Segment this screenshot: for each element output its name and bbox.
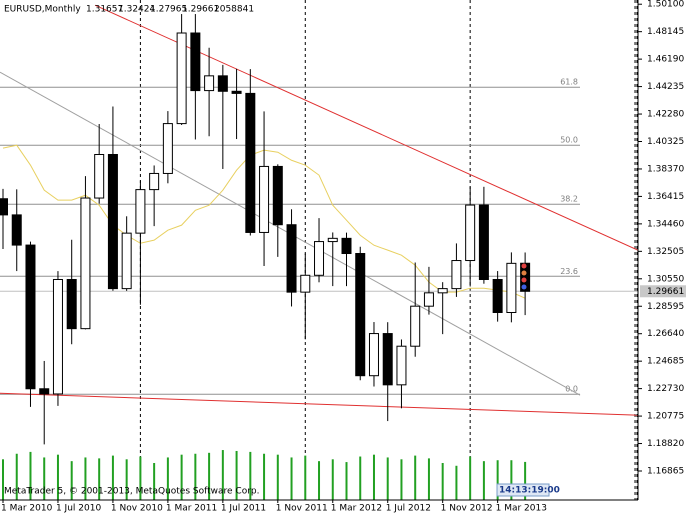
header-close: 1.29661 xyxy=(182,5,219,15)
header-volume: 2058841 xyxy=(214,5,254,15)
fib-icon-dot xyxy=(521,263,527,269)
candle-body xyxy=(259,165,270,233)
candle-body xyxy=(176,32,187,125)
candle-body xyxy=(410,305,421,347)
current-price-box xyxy=(640,285,686,298)
symbol: EURUSD,Monthly xyxy=(4,5,81,15)
candle-body xyxy=(314,241,325,276)
candle-body xyxy=(492,278,503,314)
candle-body xyxy=(52,278,63,395)
header-high: 1.32424 xyxy=(118,5,155,15)
x-tick-label: 1 Mar 2012 xyxy=(331,504,382,514)
candle-body xyxy=(39,388,50,395)
fib-icon-dot xyxy=(521,284,527,290)
candle-body xyxy=(204,75,215,92)
y-tick-label: 1.18820 xyxy=(647,439,684,449)
x-tick-label: 1 Mar 2013 xyxy=(496,504,547,514)
x-tick-label: 1 Mar 2011 xyxy=(166,504,217,514)
candle-body xyxy=(135,189,146,234)
candle-body xyxy=(25,244,36,390)
y-tick-label: 1.36415 xyxy=(647,192,684,202)
main-layer xyxy=(0,4,638,500)
candle-body xyxy=(245,92,256,233)
y-tick-label: 1.34460 xyxy=(647,219,684,229)
fib-label: 50.0 xyxy=(560,136,578,145)
fib-label: 0.0 xyxy=(565,385,578,394)
y-tick-label: 1.48145 xyxy=(647,27,684,37)
fib-label: 61.8 xyxy=(560,78,578,87)
candle-body xyxy=(520,262,531,292)
candle-body xyxy=(341,237,352,255)
current-price-label: 1.29661 xyxy=(647,287,684,297)
y-tick-label: 1.32505 xyxy=(647,247,684,257)
y-tick-label: 1.44235 xyxy=(647,82,684,92)
candle-body xyxy=(190,32,201,92)
candle-body xyxy=(94,153,105,199)
trendline xyxy=(0,392,638,416)
y-tick-label: 1.20775 xyxy=(647,412,684,422)
y-tick-label: 1.30550 xyxy=(647,274,684,284)
candle-body xyxy=(217,75,228,92)
y-tick-label: 1.38370 xyxy=(647,164,684,174)
fib-icon-dot xyxy=(521,277,527,283)
y-tick-label: 1.22730 xyxy=(647,384,684,394)
candle-body xyxy=(327,237,338,243)
y-tick-label: 1.42280 xyxy=(647,110,684,120)
candle-body xyxy=(368,333,379,377)
candle-body xyxy=(149,172,160,191)
candle-body xyxy=(286,224,297,293)
candle-body xyxy=(66,278,77,330)
y-tick-label: 1.26640 xyxy=(647,329,684,339)
candle-body xyxy=(162,123,173,174)
candle-body xyxy=(0,198,8,216)
countdown-box xyxy=(496,483,550,497)
x-tick-label: 1 Nov 2012 xyxy=(441,504,493,514)
candle-body xyxy=(11,214,22,246)
candle-body xyxy=(396,345,407,386)
x-tick-label: 1 Jul 2011 xyxy=(221,504,266,514)
header-low: 1.27965 xyxy=(150,5,187,15)
candle-body xyxy=(423,292,434,307)
candle-body xyxy=(80,197,91,330)
x-tick-label: 1 Mar 2010 xyxy=(1,504,53,514)
candle-body xyxy=(437,288,448,294)
x-tick-label: 1 Nov 2011 xyxy=(276,504,328,514)
candle-body xyxy=(506,262,517,313)
fib-icon xyxy=(521,263,527,290)
header-open: 1.31657 xyxy=(86,5,123,15)
y-tick-label: 1.46190 xyxy=(647,55,684,65)
candle-body xyxy=(382,333,393,386)
y-tick-label: 1.50100 xyxy=(647,0,684,10)
y-tick-label: 1.40325 xyxy=(647,137,684,147)
countdown: 14:13:19:00 xyxy=(499,486,560,496)
candle-body xyxy=(355,253,366,377)
candle-body xyxy=(107,153,118,290)
footer: MetaTrader 5, © 2001-2013, MetaQuotes So… xyxy=(4,487,260,497)
candle-body xyxy=(231,90,242,94)
y-tick-label: 1.24685 xyxy=(647,357,684,367)
fib-icon-dot xyxy=(521,270,527,276)
y-tick-label: 1.28595 xyxy=(647,302,684,312)
candle-body xyxy=(272,165,283,226)
fib-label: 38.2 xyxy=(560,195,578,204)
x-tick-label: 1 Jul 2012 xyxy=(386,504,431,514)
y-tick-label: 1.16865 xyxy=(647,466,684,476)
candle-body xyxy=(300,274,311,293)
candle-body xyxy=(465,204,476,262)
candle-body xyxy=(451,260,462,290)
candle-body xyxy=(121,232,132,290)
candle-body xyxy=(478,204,489,280)
x-tick-label: 1 Jul 2010 xyxy=(56,504,101,514)
x-tick-label: 1 Nov 2010 xyxy=(111,504,163,514)
fib-label: 23.6 xyxy=(560,267,578,276)
